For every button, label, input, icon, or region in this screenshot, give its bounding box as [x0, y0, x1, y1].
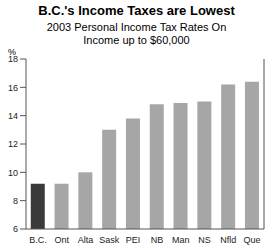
- svg-text:10: 10: [8, 168, 18, 178]
- svg-text:14: 14: [8, 111, 18, 121]
- svg-text:Nfld: Nfld: [220, 235, 236, 245]
- svg-text:PEI: PEI: [126, 235, 141, 245]
- html-text:2003 Personal Income Tax Rates: 2003 Personal Income Tax Rates On Income…: [46, 21, 227, 46]
- svg-text:8: 8: [13, 196, 18, 206]
- svg-text:Man: Man: [172, 235, 190, 245]
- svg-text:12: 12: [8, 139, 18, 149]
- svg-text:6: 6: [13, 224, 18, 234]
- svg-text:B.C.: B.C.: [29, 235, 47, 245]
- svg-text:NS: NS: [198, 235, 211, 245]
- html-text:B.C.'s Income Taxes are Lowest: B.C.'s Income Taxes are Lowest: [38, 3, 235, 18]
- svg-text:Sask: Sask: [99, 235, 120, 245]
- svg-text:NB: NB: [151, 235, 164, 245]
- svg-text:Que: Que: [244, 235, 261, 245]
- svg-text:18: 18: [8, 54, 18, 64]
- svg-text:16: 16: [8, 83, 18, 93]
- svg-text:Ont: Ont: [54, 235, 69, 245]
- svg-text:Alta: Alta: [78, 235, 94, 245]
